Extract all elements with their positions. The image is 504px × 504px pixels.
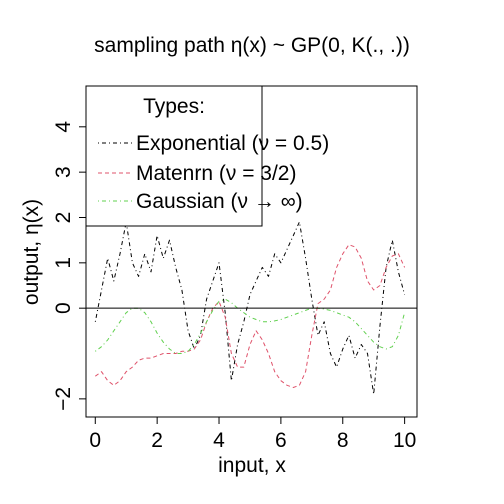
x-tick-label: 8 bbox=[337, 429, 349, 452]
plot-area bbox=[86, 221, 417, 395]
legend: Types: Exponential (ν = 0.5) Matenrn (ν … bbox=[85, 85, 329, 227]
legend-label-gaussian: Gaussian (ν → ∞) bbox=[136, 190, 303, 213]
series-line-exponential bbox=[94, 221, 406, 395]
y-tick-label: 0 bbox=[52, 302, 75, 314]
y-tick-label: 2 bbox=[52, 212, 75, 224]
x-tick-label: 4 bbox=[213, 429, 225, 452]
y-axis: −2 0 1 2 3 4 bbox=[52, 121, 87, 411]
x-axis-label: input, x bbox=[218, 454, 286, 477]
series-line-matern bbox=[95, 244, 406, 388]
x-tick-label: 10 bbox=[393, 429, 416, 452]
chart-title: sampling path η(x) ~ GP(0, K(., .)) bbox=[94, 34, 410, 57]
y-tick-label: 4 bbox=[52, 121, 75, 133]
y-tick-label: 3 bbox=[52, 166, 75, 178]
legend-label-exponential: Exponential (ν = 0.5) bbox=[136, 132, 329, 155]
x-tick-label: 6 bbox=[275, 429, 287, 452]
x-tick-label: 0 bbox=[89, 429, 101, 452]
y-tick-label: 1 bbox=[52, 257, 75, 269]
y-tick-label: −2 bbox=[52, 387, 75, 411]
legend-box bbox=[85, 85, 263, 227]
legend-label-matern: Matenrn (ν = 3/2) bbox=[136, 162, 296, 185]
x-axis: 0 2 4 6 8 10 bbox=[89, 416, 416, 452]
y-axis-label: output, η(x) bbox=[20, 199, 43, 305]
legend-title: Types: bbox=[143, 95, 205, 118]
x-tick-label: 2 bbox=[151, 429, 163, 452]
